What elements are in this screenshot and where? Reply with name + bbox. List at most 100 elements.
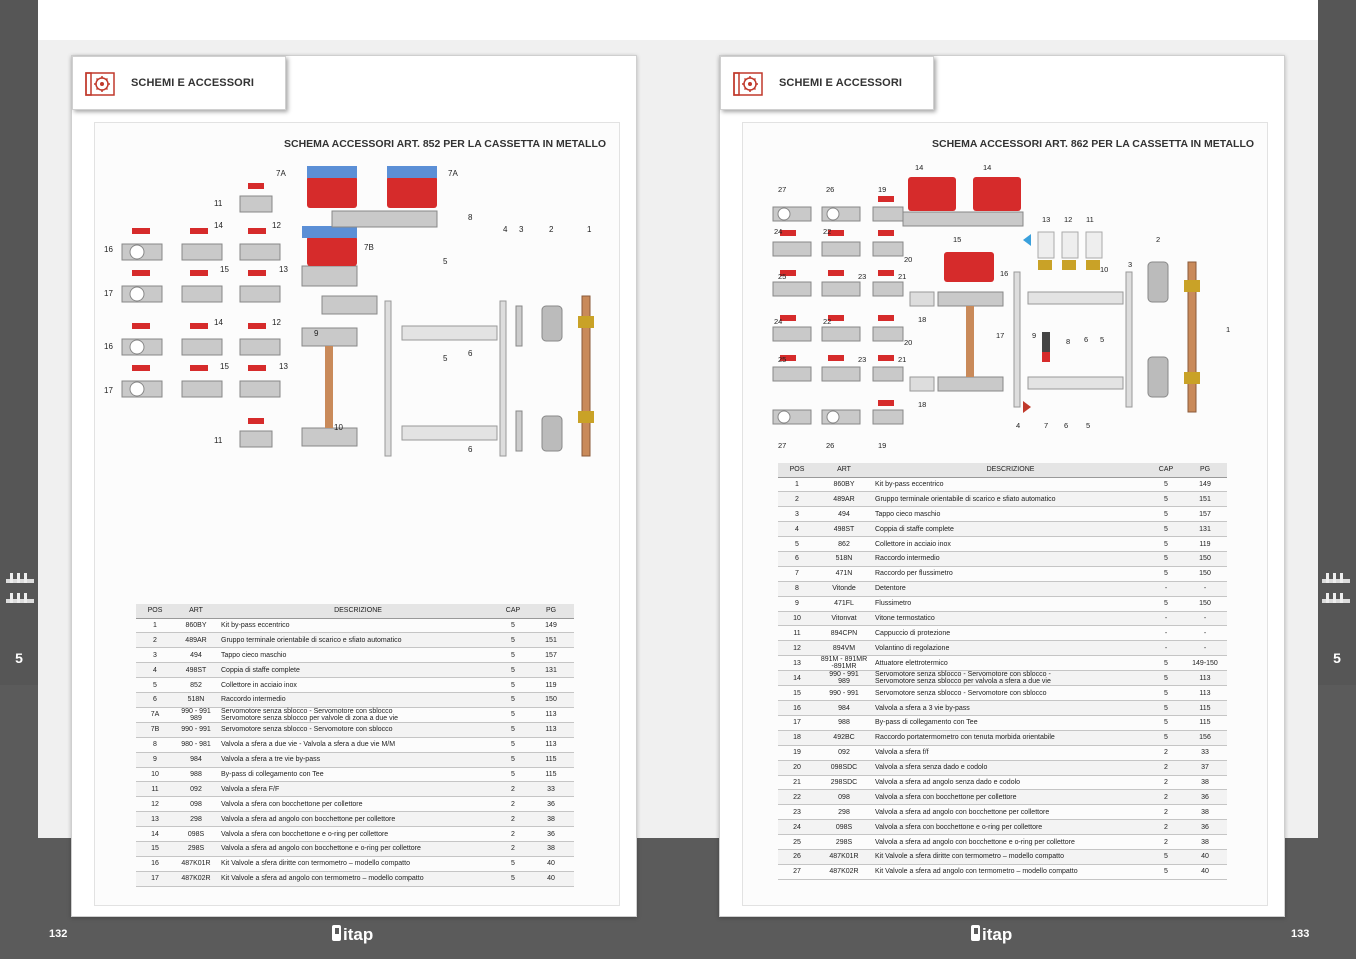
cell-pos: 27 (778, 864, 816, 880)
cell-descrizione: Flussimetro (872, 596, 1149, 612)
cell-cap: 5 (498, 707, 528, 723)
table-row: 12 894VM Volantino di regolazione - - (778, 640, 1227, 657)
table-row: 6 518N Raccordo intermedio 5 150 (136, 692, 574, 708)
cell-art: 098SDC (816, 760, 872, 776)
cell-cap: 5 (1149, 551, 1183, 567)
svg-text:26: 26 (826, 185, 834, 194)
svg-text:11: 11 (1086, 215, 1094, 224)
cell-pg: 40 (528, 871, 574, 887)
table-row: 9 471FL Flussimetro 5 150 (778, 596, 1227, 612)
table-row: 14 990 - 991 989 Servomotore senza sblocco… (778, 670, 1227, 687)
cell-art: 990 - 991 (174, 722, 218, 738)
cell-pos: 11 (778, 625, 816, 642)
cell-art: 518N (816, 551, 872, 567)
cell-pg: 119 (1183, 536, 1227, 552)
cell-cap: 2 (498, 826, 528, 842)
cell-descrizione: Coppia di staffe complete (872, 521, 1149, 538)
cell-descrizione: Servomotore senza sblocco - Servomotore … (872, 685, 1149, 702)
cell-pos: 25 (778, 834, 816, 850)
svg-text:25: 25 (778, 272, 786, 281)
svg-text:7A: 7A (448, 169, 458, 178)
cell-descrizione: Coppia di staffe complete (218, 662, 498, 679)
table-row: 8 Vitonde Detentore - - (778, 581, 1227, 597)
cell-cap: 2 (1149, 819, 1183, 836)
svg-text:11: 11 (214, 199, 223, 208)
cell-pos: 7A (136, 707, 174, 723)
cell-art: 487K02R (816, 864, 872, 880)
cell-pos: 7 (778, 566, 816, 582)
section-tab-label: SCHEMI E ACCESSORI (131, 77, 255, 89)
table-row: 27 487K02R Kit Valvole a sfera ad angolo c… (778, 864, 1227, 880)
table-row: 23 298 Valvola a sfera ad angolo con bocch… (778, 804, 1227, 821)
cell-pg: 33 (528, 781, 574, 798)
left-table-body: 1 860BY Kit by-pass eccentrico 5 149 2 489AR Gr… (136, 618, 574, 887)
cell-pos: 23 (778, 804, 816, 821)
cell-pg: 150 (1183, 596, 1227, 612)
table-row: 25 298S Valvola a sfera ad angolo con bocc… (778, 834, 1227, 850)
cell-pg: 113 (528, 737, 574, 753)
cell-art: 494 (174, 647, 218, 664)
table-row: 9 984 Valvola a sfera a tre vie by-pass 5 11… (136, 752, 574, 768)
svg-text:16: 16 (104, 342, 113, 351)
svg-text:6: 6 (1064, 421, 1068, 430)
cell-descrizione: Valvola a sfera con bocchettone per coll… (872, 789, 1149, 806)
cell-cap: 5 (498, 647, 528, 664)
bypass-kit (541, 295, 594, 457)
right-page-panel: SCHEMI E ACCESSORI SCHEMA ACCESSORI ART.… (719, 55, 1285, 917)
cell-pos: 12 (778, 640, 816, 657)
svg-text:23: 23 (858, 355, 866, 364)
cell-cap: 5 (1149, 685, 1183, 702)
cell-pos: 12 (136, 796, 174, 813)
cell-art: 471FL (816, 596, 872, 612)
svg-text:15: 15 (220, 265, 229, 274)
cell-cap: 5 (1149, 849, 1183, 865)
cell-pg: 150 (528, 692, 574, 708)
table-row: 13 891M - 891MR -891MR Attuatore elettrote… (778, 655, 1227, 672)
svg-text:6: 6 (468, 445, 473, 454)
cell-art: 988 (174, 767, 218, 783)
table-row: 6 518N Raccordo intermedio 5 150 (778, 551, 1227, 567)
cell-cap: 2 (498, 841, 528, 857)
cell-descrizione: Raccordo intermedio (218, 692, 498, 708)
svg-text:24: 24 (774, 227, 782, 236)
cell-pg: - (1183, 611, 1227, 627)
cell-pos: 5 (136, 677, 174, 693)
top-band (38, 0, 1318, 40)
cell-cap: 5 (498, 871, 528, 887)
svg-text:2: 2 (549, 225, 554, 234)
cell-pos: 5 (778, 536, 816, 552)
right-accessory-diagram: 14 14 27 26 19 13 12 11 24 22 15 2 20 16… (772, 163, 1230, 450)
cell-cap: 5 (1149, 655, 1183, 672)
section-tab: SCHEMI E ACCESSORI (72, 56, 286, 110)
table-row: 2 489AR Gruppo terminale orientabile di sc… (136, 632, 574, 649)
section-tab: SCHEMI E ACCESSORI (720, 56, 934, 110)
cell-pg: 40 (1183, 849, 1227, 865)
svg-text:7: 7 (1044, 421, 1048, 430)
svg-text:16: 16 (104, 245, 113, 254)
svg-text:14: 14 (214, 318, 223, 327)
cell-cap: 5 (498, 677, 528, 693)
left-accessory-diagram: 7A 7A 11 8 16 14 12 4 3 2 1 7B 5 15 13 1… (104, 166, 594, 457)
svg-text:10: 10 (334, 423, 343, 432)
cell-pg: 38 (1183, 804, 1227, 821)
cell-pos: 26 (778, 849, 816, 865)
blueprint-gear-icon (85, 72, 115, 96)
cell-cap: 5 (1149, 715, 1183, 731)
svg-text:16: 16 (1000, 269, 1008, 278)
cell-pg: 33 (1183, 745, 1227, 761)
table-row: 16 487K01R Kit Valvole a sfera diritte con… (136, 856, 574, 872)
cell-descrizione: Cappuccio di protezione (872, 625, 1149, 642)
manifold-thumbnail-icon (1322, 573, 1350, 603)
table-row: 4 498ST Coppia di staffe complete 5 131 (136, 662, 574, 679)
cell-pos: 6 (778, 551, 816, 567)
bypass-kit (1147, 261, 1200, 413)
cell-art: 498ST (816, 521, 872, 538)
cell-pos: 9 (778, 596, 816, 612)
table-row: 13 298 Valvola a sfera ad angolo con bocch… (136, 811, 574, 828)
cell-cap: 5 (498, 618, 528, 634)
cell-descrizione: Collettore in acciaio inox (218, 677, 498, 693)
svg-text:5: 5 (443, 257, 448, 266)
cell-pg: 157 (1183, 506, 1227, 523)
cell-art: 098 (816, 789, 872, 806)
svg-text:6: 6 (468, 349, 473, 358)
